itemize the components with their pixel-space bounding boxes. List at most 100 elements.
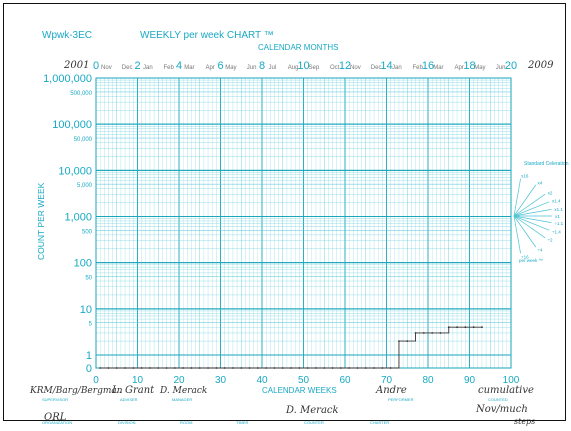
y-tick-label: 50 [85,276,92,282]
x-tick-label: 30 [215,375,227,386]
month-label: Mar [433,65,443,71]
x-tick-labels: 0 10 20 30 40 50 60 70 80 90 100 [93,375,520,386]
month-label: Dec [122,65,133,71]
series-line [100,326,482,369]
celeration-fan-ray [513,215,552,223]
celeration-fan-ray [513,178,521,217]
data-point [248,367,251,369]
celeration-fan-title: Standard Celeration [524,161,569,167]
y-tick-label: 100 [74,258,92,270]
month-label: Jun [496,65,506,71]
data-point [198,367,201,369]
month-week-number: 4 [176,60,182,72]
data-point [232,367,234,369]
y-tick-label: 1,000,000 [43,73,92,85]
month-label: Jan [143,65,153,71]
celeration-fan-label: x2 [548,190,553,195]
y-tick-label: 500,000 [70,91,92,97]
data-point [182,367,185,369]
month-week-number: 10 [297,60,309,72]
data-point [439,332,442,334]
x-tick-label: 0 [93,375,99,386]
month-labels-row: 0 2 4 6 8 10 12 14 16 18 20 Nov Dec Jan Feb Mar Apr May Ju… [93,60,517,72]
month-label: Dec [371,65,382,71]
x-tick-label: 50 [298,375,310,386]
celeration-fan-label: ÷16 [521,254,529,259]
month-week-number: 20 [505,60,517,72]
y-tick-label: 10,000 [58,165,92,177]
celeration-fan-label: ÷1.4 [552,229,561,234]
data-point [99,367,102,369]
handwritten-performer: Andre [375,385,407,396]
data-point [356,367,359,369]
data-point [389,367,392,369]
data-point [124,367,126,369]
data-point [107,367,110,369]
y-tick-label: 1,000 [64,212,92,224]
celeration-fan-label: x1 [555,214,560,219]
x-tick-label: 20 [173,375,185,386]
data-point [190,367,193,369]
data-point [422,332,425,334]
data-point [373,367,375,369]
data-point [207,367,209,369]
data-point [140,367,143,369]
end-year: 2009 [527,60,554,71]
handwritten-notes: steps [514,417,535,426]
celeration-fan-label: x1.4 [552,199,561,204]
data-point [240,367,243,369]
y-tick-label: 5,000 [77,183,93,189]
month-week-number: 6 [217,60,223,72]
celeration-fan-ray [513,201,550,217]
celeration-fan-label: x4 [538,180,543,185]
celeration-fan-ray [513,209,552,217]
month-label: May [474,65,485,71]
data-point [481,326,483,329]
data-point [149,367,151,369]
data-point [406,340,409,343]
data-point [281,367,284,369]
x-tick-label: 90 [464,375,476,386]
y-tick-label: 5 [89,322,93,328]
celeration-fan-ray [513,215,550,231]
month-label: Nov [101,65,112,71]
data-point [306,367,309,369]
month-label: May [225,65,236,71]
data-point [472,326,475,329]
month-label: Sep [309,65,320,71]
data-point [381,367,384,369]
x-tick-label: 100 [503,375,520,386]
label-room: ROOM [180,420,192,425]
y-tick-label: 500 [82,229,93,235]
month-label: Jun [247,65,257,71]
calendar-months-label: CALENDAR MONTHS [258,43,338,52]
handwritten-counted-2: Nov/much [475,404,528,415]
label-counted: COUNTED [488,397,508,402]
month-week-number: 18 [463,60,475,72]
data-point [323,367,326,369]
label-supervisor: SUPERVISOR [42,397,68,402]
celeration-fan-label: ÷4 [538,248,543,253]
month-label: Jan [392,65,402,71]
data-point [215,367,218,369]
handwritten-counted: cumulative [478,385,534,396]
month-week-number: 0 [93,60,99,72]
data-point [348,367,351,369]
data-point [265,367,268,369]
month-label: Feb [412,65,423,71]
data-point [256,367,259,369]
label-counter: COUNTER [304,420,324,425]
month-label: Oct [330,65,340,71]
celeration-fan-label: per week ™ [519,258,543,263]
x-tick-label: 70 [381,375,393,386]
label-adviser: ADVISER [120,397,138,402]
month-label: Aug [288,65,299,71]
celeration-fan-label: ÷2 [548,238,553,243]
data-point [447,326,450,329]
data-point [364,367,367,369]
month-label: Jul [269,65,277,71]
celeration-fan-ray [513,215,521,254]
